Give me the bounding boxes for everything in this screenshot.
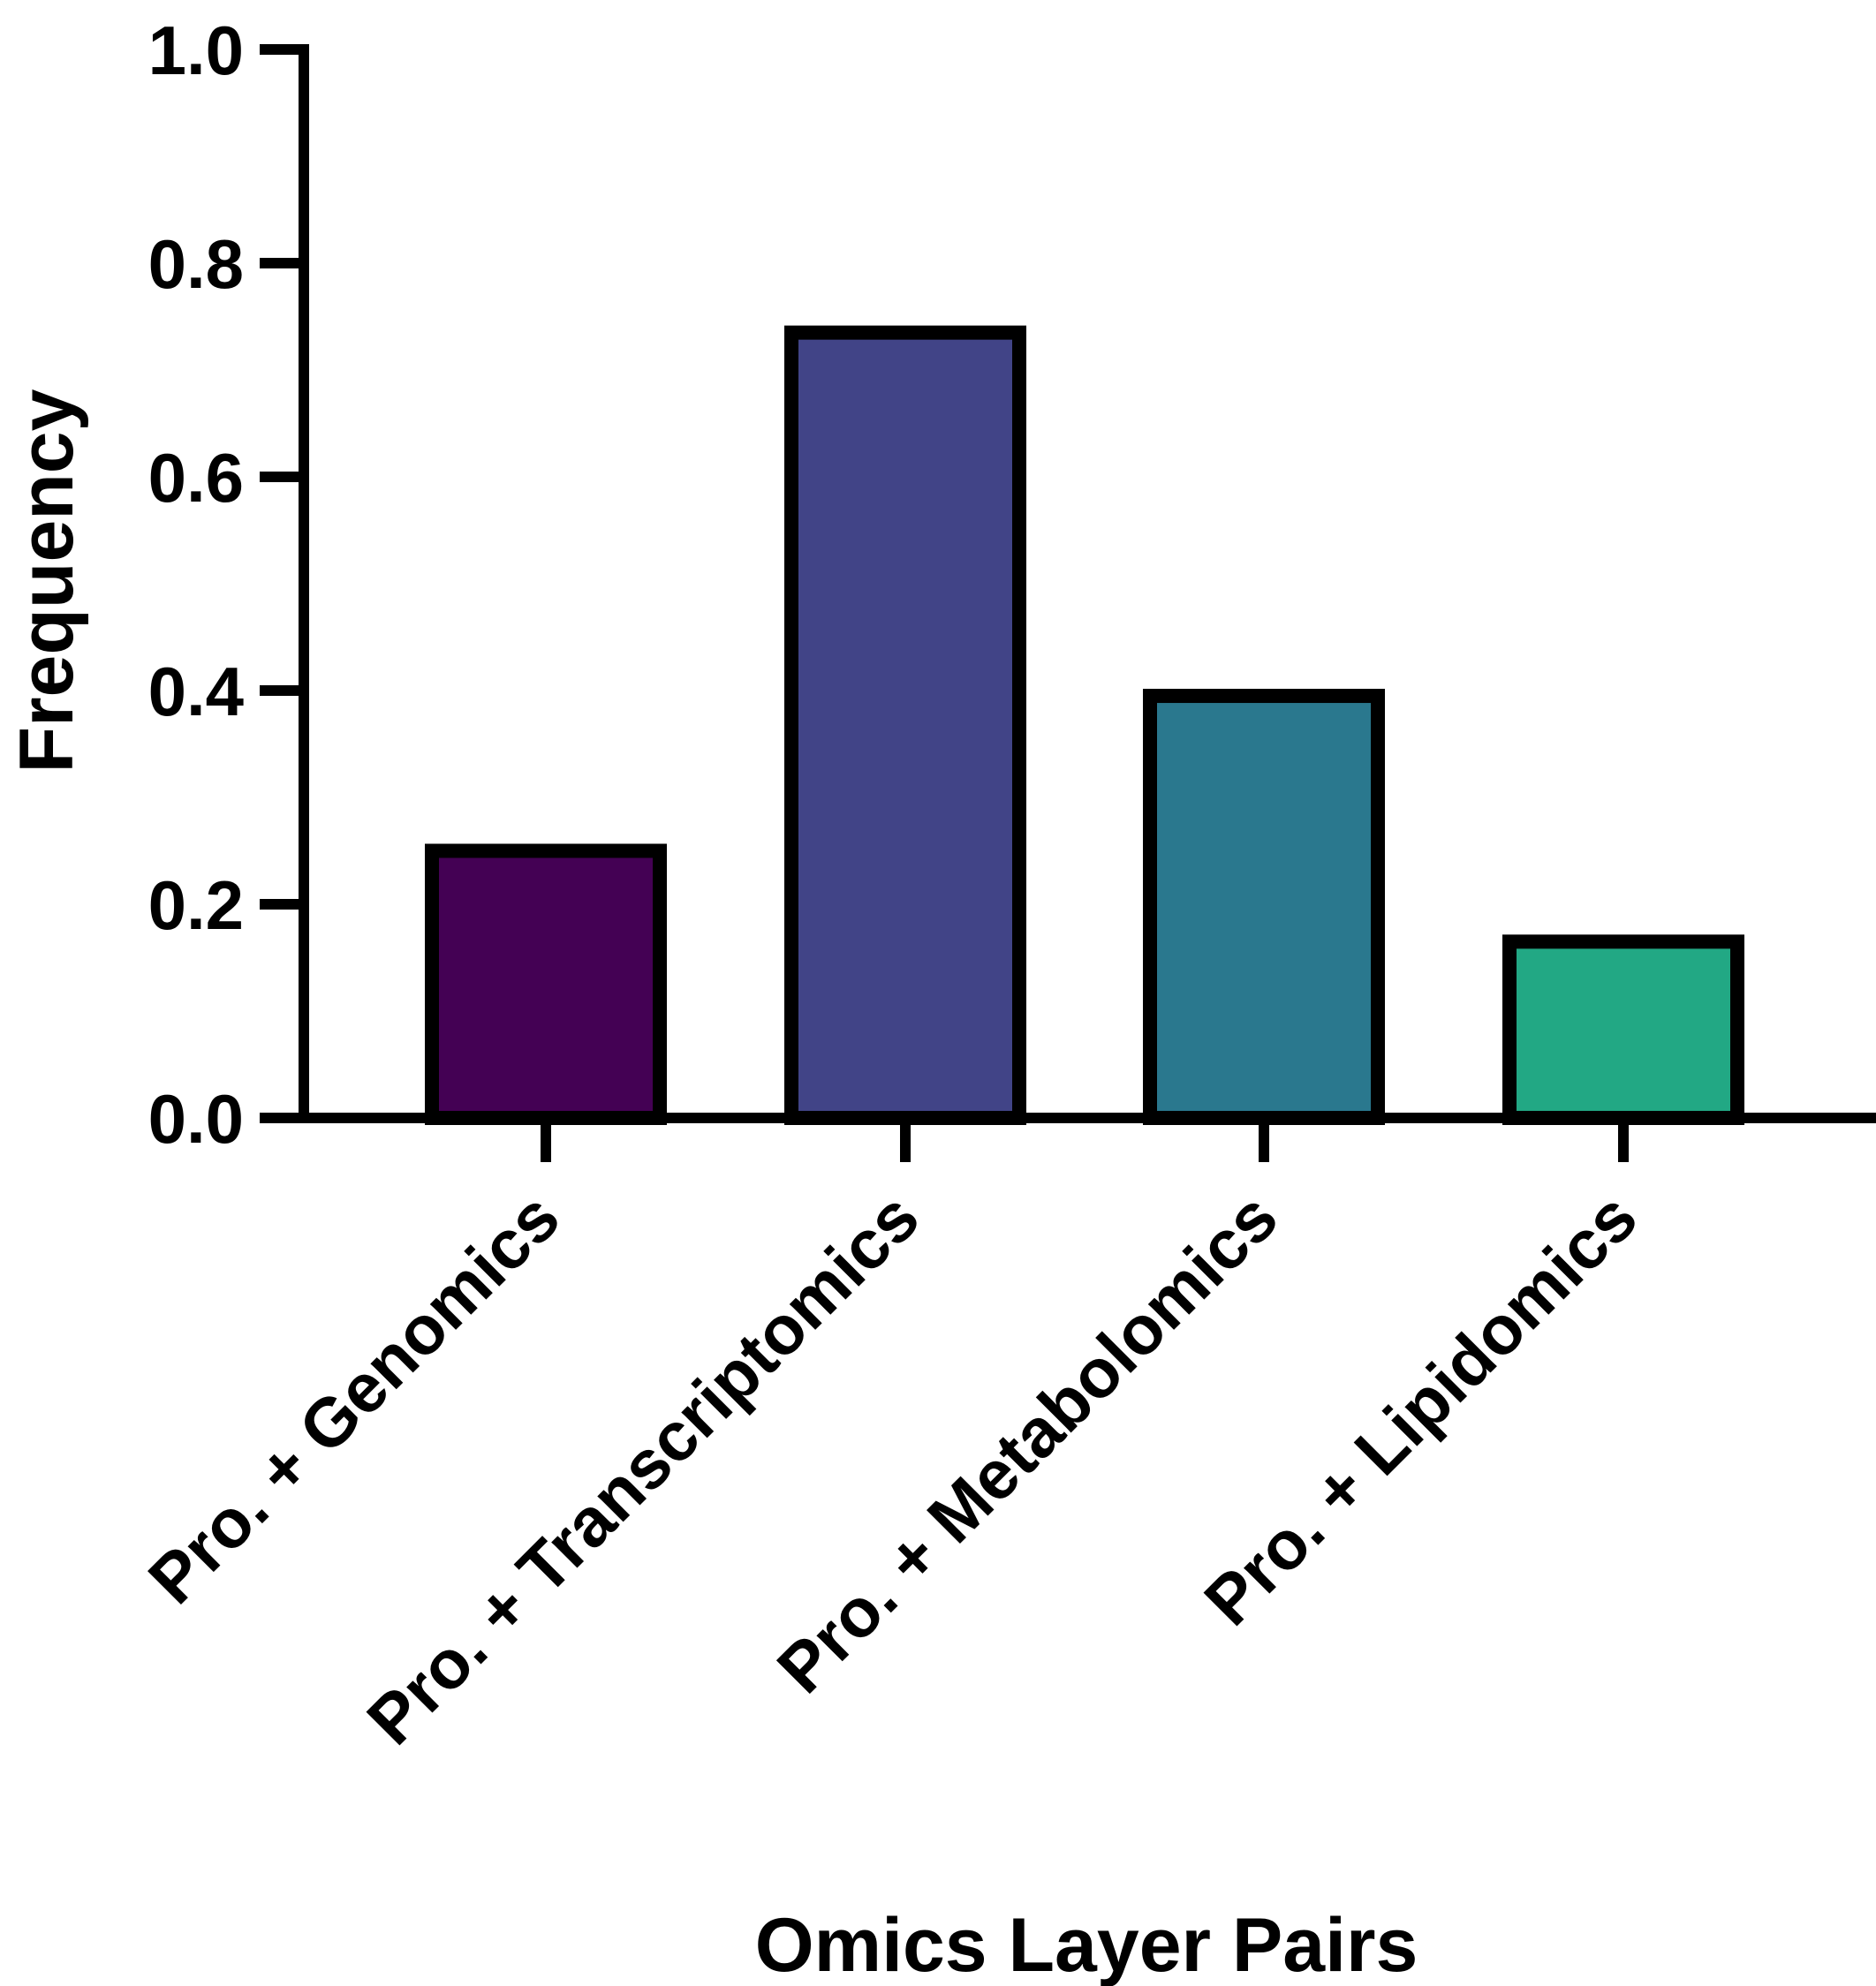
bars-group — [425, 325, 1744, 1125]
axes-group — [299, 44, 1876, 1123]
bar-2 — [784, 325, 1026, 1125]
y-tick-label: 0.0 — [148, 1080, 244, 1158]
y-ticks-group: 0.0 0.2 0.4 0.6 0.8 1.0 — [148, 11, 304, 1158]
y-tick-label: 0.4 — [148, 653, 244, 730]
y-tick-label: 0.6 — [148, 439, 244, 517]
bar-1 — [425, 843, 667, 1125]
y-tick-label: 1.0 — [148, 11, 244, 89]
bar-4 — [1502, 934, 1744, 1125]
x-axis-title: Omics Layer Pairs — [755, 1903, 1418, 1986]
y-tick-label: 0.2 — [148, 866, 244, 944]
bar-3 — [1143, 689, 1385, 1125]
y-tick-label: 0.8 — [148, 225, 244, 303]
y-axis-title: Frequency — [4, 389, 89, 773]
